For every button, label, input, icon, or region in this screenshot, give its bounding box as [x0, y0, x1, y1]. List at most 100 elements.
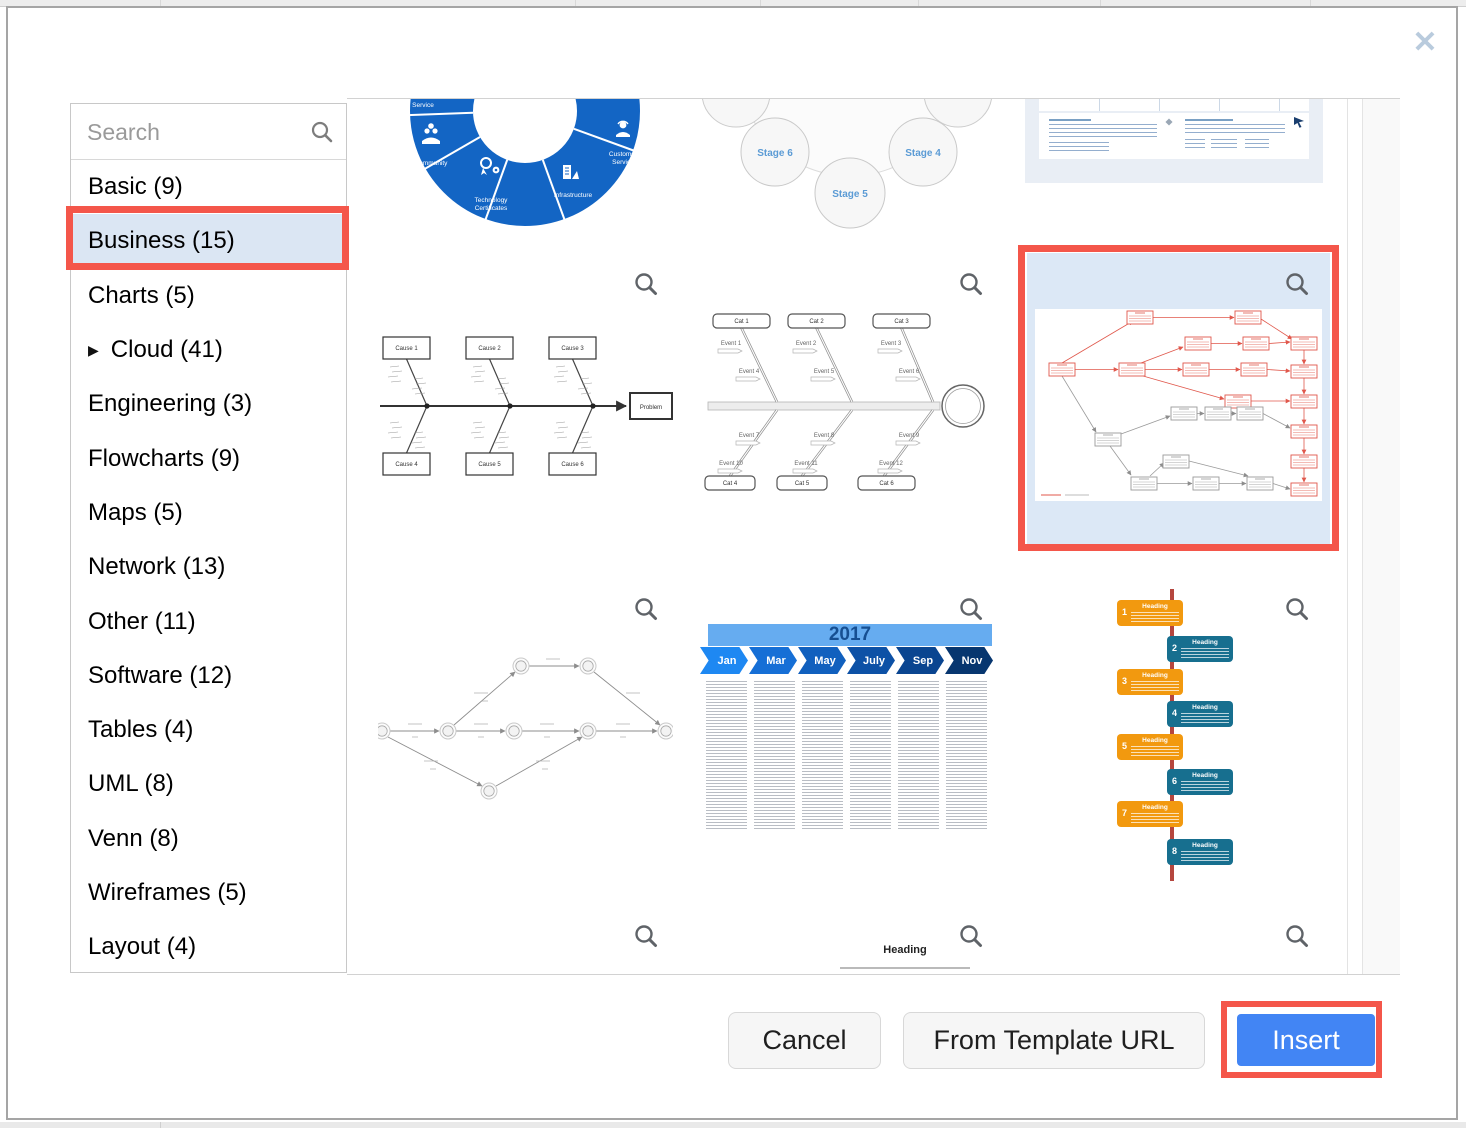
timeline-item-6: 6 Heading	[1167, 769, 1233, 795]
sidebar-item-tables[interactable]: Tables (4)	[71, 703, 346, 757]
table-header-row	[1039, 99, 1309, 111]
sidebar-item-basic[interactable]: Basic (9)	[71, 160, 346, 214]
item-number: 2	[1172, 643, 1178, 653]
strip-divider	[160, 0, 161, 6]
wheel-labels: Service Community Technology Certificate…	[412, 102, 638, 212]
item-heading: Heading	[1192, 772, 1218, 779]
sidebar-item-label: Network (13)	[88, 553, 226, 581]
sidebar-item-other[interactable]: Other (11)	[71, 594, 346, 648]
fishbone-ribs	[405, 358, 594, 454]
scrollbar-track[interactable]	[1362, 99, 1400, 974]
timeline-item-1: 1 Heading	[1117, 600, 1183, 626]
item-heading: Heading	[1142, 672, 1168, 679]
sidebar-item-wireframes[interactable]: Wireframes (5)	[71, 866, 346, 920]
search-input[interactable]	[85, 114, 299, 150]
sidebar-item-label: Layout (4)	[88, 933, 197, 961]
preview-zoom-icon[interactable]	[633, 596, 659, 622]
sidebar-item-cloud[interactable]: ▶ Cloud (41)	[71, 323, 346, 377]
preview-zoom-icon[interactable]	[958, 596, 984, 622]
table-text-block	[1211, 139, 1237, 149]
preview-zoom-icon[interactable]	[633, 923, 659, 949]
strip-divider	[575, 0, 576, 6]
preview-zoom-icon[interactable]	[633, 271, 659, 297]
item-number: 4	[1172, 708, 1178, 718]
background-bottom-strip	[0, 1122, 1466, 1128]
thumbnail-pert-chart-selected[interactable]	[1027, 253, 1330, 546]
year-band: 2017	[708, 624, 992, 646]
month-label: Nov	[961, 654, 983, 667]
sidebar-item-engineering[interactable]: Engineering (3)	[71, 377, 346, 431]
cause-label: Cause 6	[561, 462, 584, 468]
cat-boxes	[704, 313, 931, 491]
item-heading: Heading	[1142, 804, 1168, 811]
stage-label: Stage 5	[832, 189, 868, 200]
item-heading: Heading	[1192, 842, 1218, 849]
preview-zoom-icon[interactable]	[1284, 271, 1310, 297]
cause-label: Cause 3	[561, 346, 584, 352]
insert-button[interactable]: Insert	[1237, 1014, 1375, 1066]
activity-edge-labels	[408, 658, 640, 770]
table-body	[1039, 113, 1309, 159]
thumbnail-table-template[interactable]	[1025, 99, 1323, 183]
expander-icon[interactable]: ▶	[88, 341, 99, 358]
cat-label: Cat 5	[795, 481, 810, 487]
thumbnail-stages[interactable]: Stage 6 Stage 5 Stage 4	[700, 99, 1000, 229]
item-heading: Heading	[1142, 737, 1168, 744]
item-number: 1	[1122, 607, 1128, 617]
sidebar-item-flowcharts[interactable]: Flowcharts (9)	[71, 431, 346, 485]
preview-zoom-icon[interactable]	[1284, 923, 1310, 949]
event-label: Event 9	[899, 433, 920, 439]
sidebar-item-uml[interactable]: UML (8)	[71, 757, 346, 811]
sidebar-item-network[interactable]: Network (13)	[71, 540, 346, 594]
item-heading: Heading	[1142, 603, 1168, 610]
sidebar-item-label: Wireframes (5)	[88, 879, 247, 906]
strip-divider	[1100, 0, 1101, 6]
search-icon	[311, 121, 333, 143]
table-text-block	[1185, 139, 1205, 149]
event-label: Event 4	[739, 369, 760, 375]
thumbnail-activity-network[interactable]	[378, 601, 673, 831]
sidebar-item-layout[interactable]: Layout (4)	[71, 920, 346, 974]
chevron-july: July	[847, 647, 895, 674]
wheel-label: Community	[415, 160, 449, 167]
month-label: July	[862, 654, 885, 667]
thumbnail-timeline-2017[interactable]: 2017 Jan Mar May July Sep Nov	[700, 621, 995, 831]
preview-zoom-icon[interactable]	[958, 271, 984, 297]
cursor-icon	[1294, 117, 1304, 128]
activity-nodes	[378, 657, 673, 800]
sidebar-item-label: Business (15)	[88, 227, 235, 255]
thumbnail-vertical-timeline[interactable]: 1 Heading 2 Heading 3 Heading 4 Heading …	[1100, 589, 1260, 889]
sidebar-item-business[interactable]: Business (15)	[71, 214, 346, 269]
strip-divider	[918, 0, 919, 6]
thumbnail-fishbone-causes[interactable]: Cause 1 Cause 2 Cause 3 Cause 4 Cause 5 …	[378, 331, 673, 481]
grid-divider	[1347, 99, 1348, 974]
sidebar-item-label: Flowcharts (9)	[88, 444, 241, 472]
wheel-label: Service	[612, 159, 634, 166]
item-number: 6	[1172, 776, 1178, 786]
strip-divider	[160, 1122, 161, 1128]
template-grid: Service Community Technology Certificate…	[347, 98, 1400, 975]
customer-service-icon	[616, 120, 630, 137]
strip-divider	[1310, 0, 1311, 6]
event-label: Event 12	[879, 461, 903, 467]
sidebar-item-maps[interactable]: Maps (5)	[71, 486, 346, 540]
preview-zoom-icon[interactable]	[1284, 596, 1310, 622]
wheel-separators	[408, 111, 636, 222]
next-template-heading: Heading	[883, 944, 927, 956]
cancel-button[interactable]: Cancel	[728, 1012, 881, 1069]
close-icon[interactable]: ✕	[1412, 26, 1438, 59]
sidebar-item-venn[interactable]: Venn (8)	[71, 812, 346, 866]
sidebar-item-charts[interactable]: Charts (5)	[71, 269, 346, 323]
thumbnail-service-wheel[interactable]: Service Community Technology Certificate…	[375, 99, 675, 229]
sidebar-item-software[interactable]: Software (12)	[71, 649, 346, 703]
table-text-block	[1245, 139, 1269, 149]
from-template-url-button[interactable]: From Template URL	[903, 1012, 1205, 1069]
preview-zoom-icon[interactable]	[958, 923, 984, 949]
thumbnail-fishbone-events[interactable]: Event 1 Event 2 Event 3 Event 4 Event 5 …	[703, 311, 1003, 506]
certificate-gear-icon	[480, 157, 500, 175]
next-template-textline	[840, 967, 970, 969]
timeline-text-column	[946, 681, 987, 829]
stage-label: Stage 6	[757, 148, 793, 159]
sidebar-item-label: Tables (4)	[88, 716, 194, 744]
timeline-text-column	[706, 681, 747, 829]
